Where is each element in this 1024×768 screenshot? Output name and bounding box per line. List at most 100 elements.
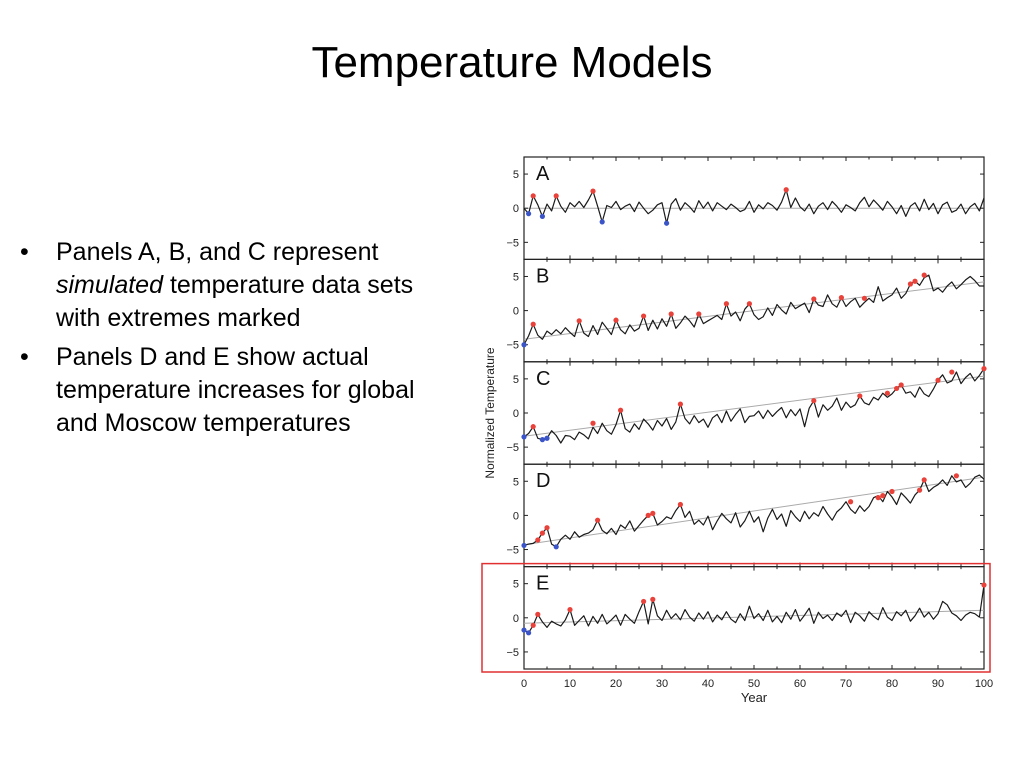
x-tick-label: 20 xyxy=(610,678,622,690)
record-low-point xyxy=(539,213,546,219)
record-high-point xyxy=(949,369,955,375)
record-high-point xyxy=(838,295,845,301)
panel-d: 5 0 −5 D xyxy=(506,463,985,568)
record-high-point xyxy=(880,493,886,499)
bullet-dot: • xyxy=(20,238,29,266)
y-tick-label: 5 xyxy=(513,579,519,591)
record-high-point xyxy=(645,512,651,519)
record-high-point xyxy=(535,611,541,617)
record-low-point xyxy=(526,211,532,217)
record-high-point xyxy=(650,596,656,602)
record-high-point xyxy=(530,321,536,327)
bullet-text-pre: Panels A, B, and C represent xyxy=(56,238,379,266)
x-tick-label: 50 xyxy=(748,678,760,690)
record-high-point xyxy=(576,318,582,324)
record-high-point xyxy=(953,473,960,479)
record-low-point xyxy=(521,434,527,440)
record-high-point xyxy=(677,401,684,407)
record-high-point xyxy=(848,499,854,505)
record-high-point xyxy=(641,598,647,605)
record-low-point xyxy=(599,219,605,225)
x-tick-label: 10 xyxy=(564,678,576,690)
record-high-point xyxy=(861,295,868,301)
y-tick-label: 5 xyxy=(513,374,519,386)
trend-line xyxy=(523,281,985,340)
panel-label: E xyxy=(536,573,549,595)
x-tick-label: 80 xyxy=(886,678,898,690)
record-high-point xyxy=(935,377,941,383)
record-high-point xyxy=(535,537,541,543)
bullet-text-emphasis: simulated xyxy=(56,271,163,299)
record-high-point xyxy=(917,487,923,493)
bullet-text-post: temperature data sets with extremes mark… xyxy=(56,271,414,332)
y-tick-label: 0 xyxy=(513,408,519,420)
record-high-point xyxy=(641,313,647,319)
record-low-point xyxy=(526,630,532,636)
x-tick-label: 30 xyxy=(656,678,668,690)
panel-label: C xyxy=(536,368,550,390)
record-high-point xyxy=(530,424,536,430)
record-low-point xyxy=(664,220,670,226)
record-high-point xyxy=(857,393,863,399)
y-tick-label: 0 xyxy=(513,306,519,318)
record-high-point xyxy=(677,501,684,508)
x-tick-label: 100 xyxy=(975,678,993,690)
record-high-point xyxy=(530,193,536,199)
bullet-list: • Panels A, B, and C represent simulated… xyxy=(20,236,460,446)
record-high-point xyxy=(539,530,546,536)
record-high-point xyxy=(898,382,904,388)
x-tick-label: 90 xyxy=(932,678,944,690)
panel-c: 5 0 −5 C xyxy=(506,361,987,465)
record-high-point xyxy=(650,510,656,516)
temperature-series-line xyxy=(523,274,984,345)
record-high-point xyxy=(668,311,674,317)
y-tick-label: 0 xyxy=(513,510,519,522)
bullet-dot: • xyxy=(20,343,29,371)
record-high-point xyxy=(595,517,601,523)
temperature-series-line xyxy=(523,584,985,634)
record-low-point xyxy=(521,342,527,348)
y-tick-label: −5 xyxy=(506,340,519,352)
panel-label: A xyxy=(536,163,550,185)
record-high-point xyxy=(723,301,730,307)
record-low-point xyxy=(521,627,527,633)
panel-label: D xyxy=(536,470,550,492)
record-high-point xyxy=(921,272,927,278)
record-low-point xyxy=(544,435,550,441)
x-axis-label: Year xyxy=(741,690,768,705)
highlight-box xyxy=(481,562,991,673)
record-high-point xyxy=(907,281,914,287)
record-high-point xyxy=(590,420,596,426)
record-high-point xyxy=(884,390,891,396)
y-tick-label: 5 xyxy=(513,271,519,283)
trend-line xyxy=(523,476,985,546)
x-tick-label: 0 xyxy=(521,678,527,690)
record-high-point xyxy=(912,278,918,284)
record-high-point xyxy=(875,495,881,501)
y-axis-label: Normalized Temperature xyxy=(483,347,497,478)
record-high-point xyxy=(567,607,573,613)
x-tick-label: 70 xyxy=(840,678,852,690)
record-low-point xyxy=(521,542,527,549)
panel-a: 5 0 −5 A xyxy=(506,156,985,261)
panel-frame xyxy=(523,463,985,568)
temperature-series-line xyxy=(523,474,985,548)
record-high-point xyxy=(894,385,900,392)
record-high-point xyxy=(590,188,596,194)
record-high-point xyxy=(921,477,927,483)
temperature-series-line xyxy=(523,189,985,224)
record-low-point xyxy=(553,544,559,550)
record-high-point xyxy=(544,525,550,531)
y-tick-label: 0 xyxy=(513,613,519,625)
record-high-point xyxy=(981,582,987,588)
panel-b: 5 0 −5 B xyxy=(506,258,985,363)
y-tick-label: 5 xyxy=(513,169,519,181)
temperature-series-line xyxy=(523,368,985,444)
record-high-point xyxy=(618,407,624,413)
x-tick-label: 40 xyxy=(702,678,714,690)
panel-e: 5 0 −5 E xyxy=(481,562,991,673)
record-high-point xyxy=(746,301,753,307)
y-tick-label: 5 xyxy=(513,476,519,488)
record-high-point xyxy=(530,622,536,628)
panel-frame xyxy=(523,361,985,465)
